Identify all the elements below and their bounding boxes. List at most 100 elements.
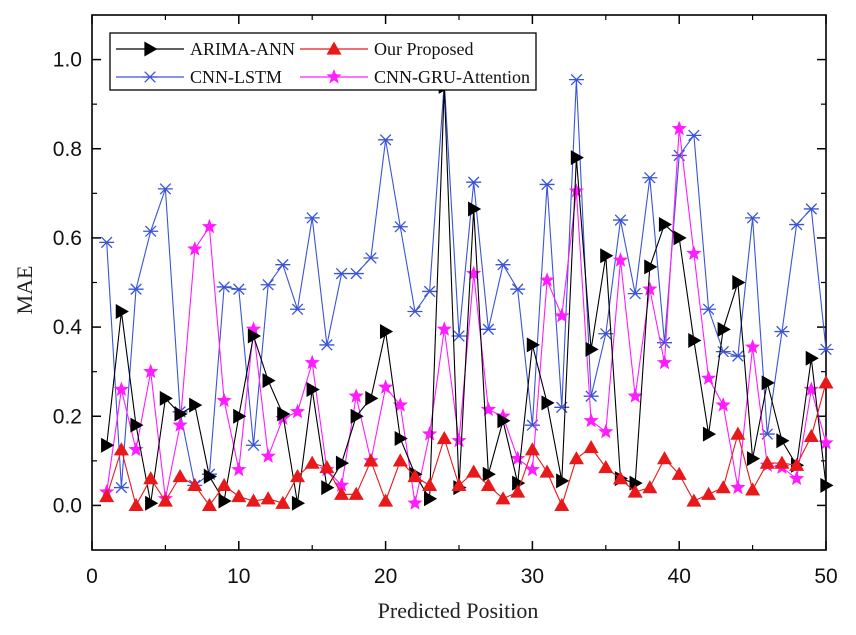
data-point-cnn-gru-attention [113, 381, 129, 396]
data-point-arima-ann [424, 491, 438, 507]
data-point-cnn-lstm [803, 203, 819, 215]
data-point-arima-ann [658, 217, 673, 233]
data-point-cnn-gru-attention [201, 218, 217, 234]
legend-marker-arima-ann [144, 41, 158, 57]
y-tick-label: 0.4 [53, 316, 83, 339]
data-point-arima-ann [570, 150, 584, 166]
legend-label-arima-ann: ARIMA-ANN [190, 39, 295, 59]
data-point-cnn-gru-attention [568, 183, 584, 198]
data-point-cnn-gru-attention [187, 241, 203, 256]
data-point-arima-ann [629, 475, 643, 491]
data-point-cnn-gru-attention [334, 477, 350, 492]
y-tick-label: 0.2 [53, 405, 82, 428]
data-point-cnn-gru-attention [143, 363, 159, 379]
data-point-cnn-gru-attention [128, 441, 144, 457]
data-point-cnn-lstm [642, 171, 658, 184]
legend-entry-arima-ann: ARIMA-ANN [116, 39, 295, 59]
data-point-arima-ann [291, 495, 306, 511]
data-point-cnn-lstm [363, 252, 379, 264]
data-point-our-proposed [495, 491, 511, 505]
data-point-arima-ann [468, 201, 482, 217]
data-point-arima-ann [746, 451, 761, 467]
data-point-our-proposed [715, 480, 731, 494]
data-point-arima-ann [805, 350, 819, 366]
data-point-cnn-gru-attention [789, 470, 805, 486]
data-point-arima-ann [497, 413, 511, 429]
data-point-cnn-gru-attention [172, 417, 188, 432]
data-point-cnn-lstm [143, 225, 159, 237]
data-point-cnn-lstm [774, 325, 790, 338]
data-point-our-proposed [143, 471, 159, 485]
x-tick-label: 50 [814, 565, 837, 588]
data-point-cnn-lstm [422, 285, 438, 298]
data-point-arima-ann [262, 373, 276, 389]
data-point-our-proposed [245, 493, 261, 507]
data-point-cnn-lstm [715, 345, 731, 358]
data-point-cnn-lstm [818, 343, 834, 356]
series-cnn-gru-attention [99, 120, 834, 510]
data-point-cnn-gru-attention [701, 370, 717, 385]
data-point-cnn-lstm [392, 221, 408, 233]
data-point-cnn-lstm [539, 178, 555, 191]
legend-marker-cnn-lstm [142, 71, 158, 83]
data-point-our-proposed [99, 489, 115, 503]
data-point-cnn-gru-attention [480, 401, 496, 416]
data-point-cnn-gru-attention [216, 392, 232, 408]
data-point-our-proposed [789, 457, 805, 471]
data-point-cnn-gru-attention [642, 281, 658, 296]
x-tick-label: 10 [227, 565, 250, 588]
y-tick-label: 0.0 [53, 494, 82, 517]
data-point-our-proposed [671, 466, 687, 480]
data-point-arima-ann [526, 337, 540, 353]
data-point-our-proposed [583, 439, 599, 454]
data-point-cnn-gru-attention [583, 412, 599, 428]
data-point-cnn-gru-attention [304, 354, 320, 370]
data-point-our-proposed [319, 460, 335, 474]
data-point-cnn-gru-attention [730, 479, 746, 495]
data-point-arima-ann [174, 406, 188, 422]
data-point-our-proposed [686, 493, 702, 507]
x-tick-label: 30 [521, 565, 544, 588]
data-point-cnn-gru-attention [524, 461, 540, 477]
data-point-our-proposed [480, 477, 496, 491]
data-point-cnn-gru-attention [671, 120, 687, 136]
data-point-our-proposed [304, 455, 320, 469]
data-point-cnn-lstm [583, 390, 599, 402]
data-point-arima-ann [189, 397, 203, 413]
x-tick-label: 0 [86, 565, 98, 588]
legend-marker-cnn-gru-attention [326, 69, 342, 84]
y-tick-label: 0.6 [53, 227, 82, 250]
data-point-arima-ann [717, 321, 731, 337]
data-point-arima-ann [482, 466, 496, 482]
data-point-our-proposed [568, 451, 584, 465]
data-point-our-proposed [524, 442, 540, 456]
y-axis-title: MAE [12, 266, 37, 315]
data-point-our-proposed [745, 482, 761, 496]
data-point-arima-ann [556, 473, 570, 489]
data-point-arima-ann [277, 406, 291, 422]
data-point-arima-ann [233, 408, 247, 424]
data-point-cnn-lstm [480, 323, 496, 336]
data-point-cnn-lstm [319, 339, 335, 351]
data-point-arima-ann [101, 437, 115, 453]
data-point-our-proposed [642, 480, 658, 494]
data-point-our-proposed [128, 497, 144, 512]
data-point-arima-ann [379, 324, 394, 340]
data-point-our-proposed [759, 455, 775, 469]
data-point-our-proposed [539, 464, 555, 478]
data-point-our-proposed [260, 491, 276, 505]
data-point-cnn-gru-attention [289, 403, 306, 419]
data-point-cnn-lstm [568, 73, 584, 86]
data-point-cnn-lstm [627, 287, 643, 300]
data-point-arima-ann [350, 408, 364, 424]
data-point-cnn-lstm [466, 176, 482, 188]
data-point-cnn-lstm [451, 330, 467, 342]
data-point-our-proposed [730, 426, 746, 440]
data-point-cnn-lstm [216, 281, 232, 293]
data-point-our-proposed [113, 442, 129, 456]
data-point-our-proposed [818, 375, 834, 389]
legend-label-cnn-gru-attention: CNN-GRU-Attention [374, 67, 530, 87]
data-point-our-proposed [554, 497, 570, 512]
data-point-arima-ann [115, 303, 129, 319]
